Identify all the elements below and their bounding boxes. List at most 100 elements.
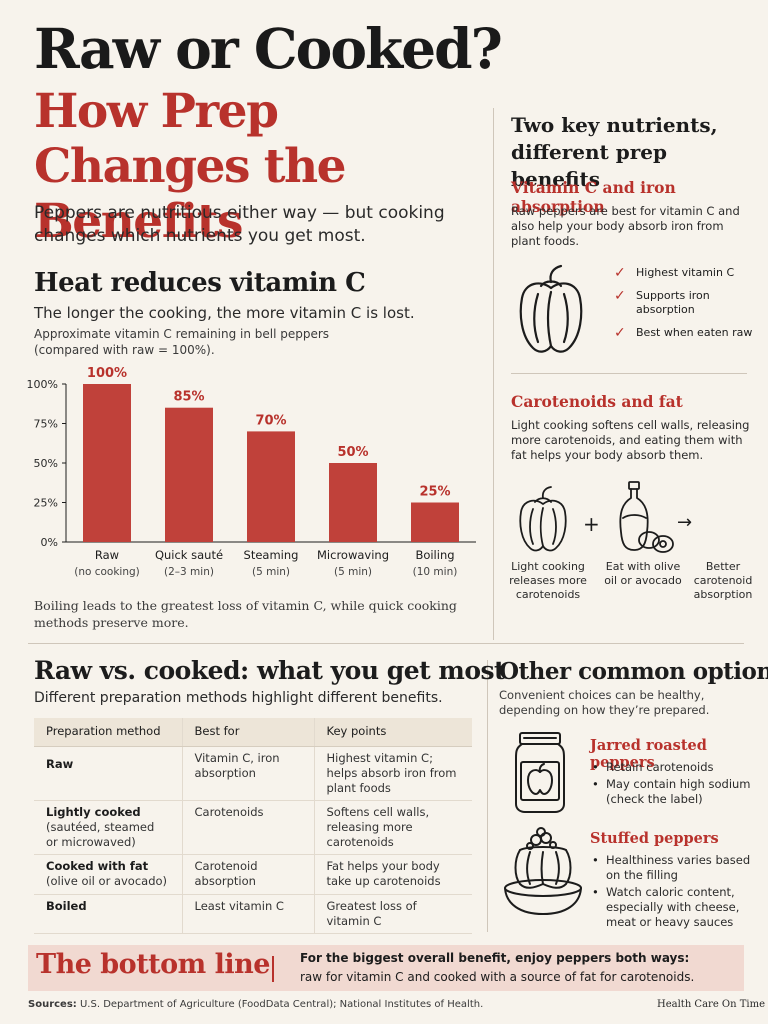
column-divider-bottom bbox=[487, 660, 488, 932]
step-label: Eat with olive oil or avocado bbox=[604, 560, 682, 587]
key-points-cell: Fat helps your body take up carotenoids bbox=[313, 854, 472, 895]
column-header: Preparation method bbox=[34, 718, 182, 747]
best-for-cell: Least vitamin C bbox=[181, 894, 314, 934]
table-row: Cooked with fat (olive oil or avocado) C… bbox=[34, 854, 472, 895]
method-cell: Lightly cooked (sautéed, steamed or micr… bbox=[34, 800, 182, 855]
bar-value-label: 50% bbox=[337, 445, 368, 460]
bottom-line-title: The bottom line bbox=[36, 949, 270, 980]
check-icon: ✓ bbox=[614, 265, 626, 281]
carotenoid-absorption-steps: + → Light cooking releases more caroteno… bbox=[505, 478, 760, 608]
best-for-cell: Vitamin C, iron absorption bbox=[181, 746, 314, 801]
heat-section-title: Heat reduces vitamin C bbox=[34, 268, 366, 298]
method-cell: Cooked with fat (olive oil or avocado) bbox=[34, 854, 182, 895]
carotenoids-text: Light cooking softens cell walls, releas… bbox=[511, 418, 750, 462]
x-tick-sublabel: (10 min) bbox=[413, 566, 458, 578]
bell-pepper-icon bbox=[519, 486, 567, 552]
table-row: Lightly cooked (sautéed, steamed or micr… bbox=[34, 800, 472, 855]
key-points-cell: Softens cell walls, releasing more carot… bbox=[313, 800, 472, 855]
list-item: Healthiness varies based on the filling bbox=[590, 853, 755, 883]
other-options-title: Other common options bbox=[499, 658, 768, 685]
intro-text: Peppers are nutritious either way — but … bbox=[34, 203, 445, 246]
check-item: ✓ Best when eaten raw bbox=[614, 326, 754, 340]
check-item-label: Highest vitamin C bbox=[636, 266, 735, 279]
check-icon: ✓ bbox=[614, 288, 626, 304]
other-options-subtitle: Convenient choices can be healthy, depen… bbox=[499, 688, 710, 717]
key-points-cell: Greatest loss of vitamin C bbox=[313, 894, 472, 934]
bell-pepper-icon bbox=[519, 264, 583, 353]
y-tick-label: 0% bbox=[41, 536, 58, 549]
x-tick-label: Microwaving bbox=[317, 548, 389, 562]
method-cell: Raw bbox=[34, 746, 182, 801]
raw-vs-cooked-title: Raw vs. cooked: what you get most bbox=[34, 656, 506, 685]
chart-bar bbox=[247, 431, 295, 542]
method-cell: Boiled bbox=[34, 894, 182, 934]
sources-text: U.S. Department of Agriculture (FoodData… bbox=[79, 999, 484, 1010]
jar-icon bbox=[515, 732, 565, 813]
page-title: Raw or Cooked? bbox=[34, 16, 503, 81]
chart-bar bbox=[83, 384, 131, 542]
check-icon: ✓ bbox=[614, 325, 626, 341]
stuffed-peppers-heading: Stuffed peppers bbox=[590, 830, 719, 847]
bottom-line-text: raw for vitamin C and cooked with a sour… bbox=[300, 970, 695, 984]
vitamin-c-text: Raw peppers are best for vitamin C and a… bbox=[511, 204, 740, 248]
page-subtitle: How Prep Changes the Benefits bbox=[34, 84, 347, 249]
section-divider bbox=[28, 643, 744, 644]
x-tick-sublabel: (no cooking) bbox=[74, 566, 140, 578]
chart-bar bbox=[165, 407, 213, 542]
vitamin-c-bar-chart: 0% 25% 50% 75% 100% 100% Raw (no cooking) 85% Qui… bbox=[27, 366, 476, 578]
x-tick-label: Quick sauté bbox=[155, 548, 223, 562]
check-item: ✓ Highest vitamin C bbox=[614, 266, 754, 280]
sources-note: Sources: U.S. Department of Agriculture … bbox=[28, 999, 483, 1010]
best-for-cell: Carotenoid absorption bbox=[181, 854, 314, 895]
method-note: (olive oil or avocado) bbox=[46, 873, 168, 888]
x-tick-label: Steaming bbox=[244, 548, 299, 562]
y-tick-label: 75% bbox=[34, 418, 58, 431]
stuffed-peppers-list: Healthiness varies based on the filling … bbox=[590, 853, 755, 932]
olive-oil-avocado-icon bbox=[619, 481, 674, 553]
best-for-cell: Carotenoids bbox=[181, 800, 314, 855]
plus-icon: + bbox=[583, 512, 600, 536]
check-item: ✓ Supports iron absorption bbox=[614, 289, 754, 317]
x-tick-sublabel: (2–3 min) bbox=[164, 566, 214, 578]
bottom-line-text: For the biggest overall benefit, enjoy p… bbox=[300, 951, 690, 965]
key-points-cell: Highest vitamin C; helps absorb iron fro… bbox=[313, 746, 472, 801]
right-section-divider bbox=[511, 373, 747, 374]
step-label: Better carotenoid absorption bbox=[693, 560, 753, 601]
chart-bar bbox=[329, 463, 377, 542]
method-name: Boiled bbox=[46, 898, 87, 913]
y-tick-label: 25% bbox=[34, 497, 58, 510]
step-label: Light cooking releases more carotenoids bbox=[509, 560, 587, 601]
bottom-line-divider bbox=[272, 956, 274, 982]
x-tick-sublabel: (5 min) bbox=[252, 566, 290, 578]
vitamin-c-checklist: ✓ Highest vitamin C ✓ Supports iron abso… bbox=[614, 266, 754, 349]
vitamin-c-heading: Vitamin C and iron absorption bbox=[511, 178, 676, 216]
column-header: Best for bbox=[181, 718, 314, 747]
carotenoids-heading: Carotenoids and fat bbox=[511, 392, 683, 411]
method-name: Lightly cooked bbox=[46, 804, 141, 819]
list-item: Watch caloric content, especially with c… bbox=[590, 885, 755, 930]
x-tick-label: Boiling bbox=[415, 548, 454, 562]
bar-value-label: 100% bbox=[87, 366, 127, 381]
arrow-right-icon: → bbox=[677, 512, 693, 533]
y-tick-label: 100% bbox=[27, 378, 58, 391]
check-item-label: Best when eaten raw bbox=[636, 326, 753, 339]
jarred-peppers-list: Retain carotenoids May contain high sodi… bbox=[590, 760, 755, 809]
method-note: (sautéed, steamed or microwaved) bbox=[46, 819, 155, 849]
list-item: Retain carotenoids bbox=[590, 760, 755, 775]
list-item: May contain high sodium (check the label… bbox=[590, 777, 755, 807]
publisher-credit: Health Care On Time bbox=[657, 999, 766, 1010]
stuffed-pepper-icon bbox=[504, 827, 582, 915]
bottom-line-banner bbox=[28, 945, 744, 991]
table-row: Raw Vitamin C, iron absorption Highest v… bbox=[34, 746, 472, 801]
chart-caption: Boiling leads to the greatest loss of vi… bbox=[34, 598, 457, 630]
heat-section-subtitle: The longer the cooking, the more vitamin… bbox=[34, 304, 415, 322]
preparation-table: Preparation method Best for Key points R… bbox=[34, 718, 472, 934]
sources-label: Sources: bbox=[28, 999, 77, 1010]
bar-value-label: 70% bbox=[255, 413, 286, 428]
method-name: Cooked with fat bbox=[46, 858, 149, 873]
column-header: Key points bbox=[313, 718, 472, 747]
bar-value-label: 85% bbox=[173, 390, 204, 405]
column-divider-top bbox=[493, 108, 494, 640]
table-row: Boiled Least vitamin C Greatest loss of … bbox=[34, 894, 472, 934]
y-tick-label: 50% bbox=[34, 457, 58, 470]
